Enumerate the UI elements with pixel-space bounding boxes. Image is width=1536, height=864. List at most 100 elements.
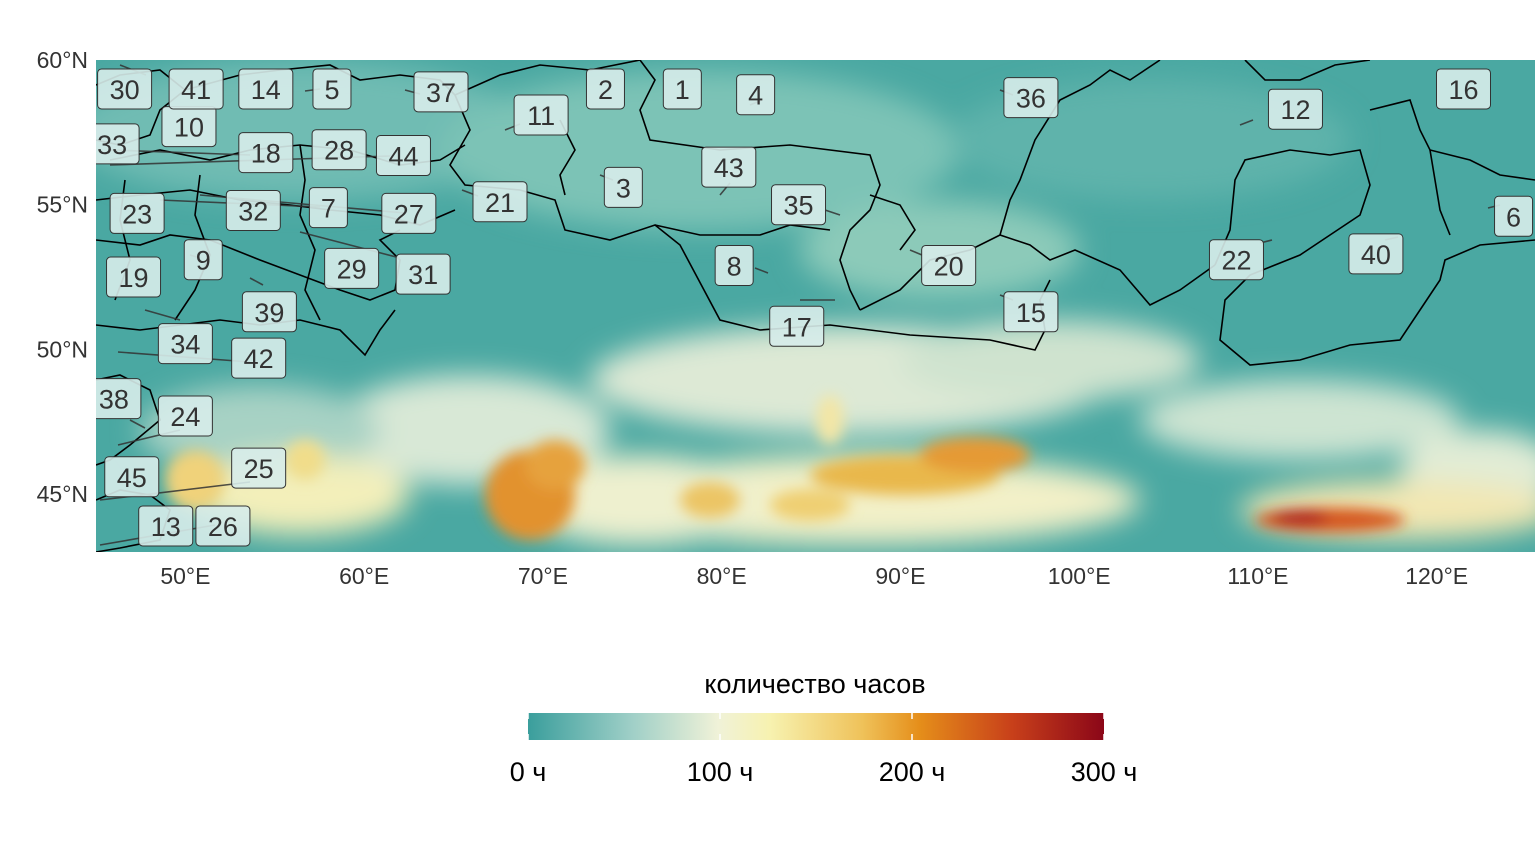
region-label-box (238, 68, 294, 110)
region-label-text: 20 (934, 251, 964, 281)
region-label-text: 21 (485, 188, 515, 218)
region-label-22: 22 (1208, 239, 1264, 281)
region-label-text: 9 (196, 246, 211, 276)
region-label-text: 2 (598, 75, 613, 105)
region-label-box (769, 305, 825, 347)
region-label-box (231, 337, 287, 379)
lat-tick-label: 50°N (37, 336, 88, 362)
region-label-box (312, 68, 352, 110)
region-label-text: 15 (1016, 298, 1046, 328)
lon-tick-label: 120°E (1405, 563, 1468, 589)
region-label-box (106, 256, 162, 298)
region-label-box (921, 244, 977, 286)
region-label-45: 45 (104, 456, 160, 498)
region-label-text: 37 (426, 78, 456, 108)
legend-tick-label: 0 ч (510, 757, 547, 787)
legend-tick-label: 200 ч (879, 757, 946, 787)
lon-tick-label: 110°E (1227, 563, 1288, 589)
region-label-34: 34 (157, 323, 213, 365)
region-label-14: 14 (238, 68, 294, 110)
region-label-text: 12 (1280, 95, 1310, 125)
region-label-text: 6 (1506, 202, 1521, 232)
region-label-44: 44 (375, 135, 431, 177)
region-label-text: 38 (99, 385, 129, 415)
region-label-text: 31 (408, 260, 438, 290)
region-label-12: 12 (1267, 88, 1323, 130)
region-label-5: 5 (312, 68, 352, 110)
legend-colorbar (528, 713, 1104, 740)
region-label-23: 23 (109, 192, 165, 234)
lon-tick-label: 80°E (697, 563, 747, 589)
region-label-20: 20 (921, 244, 977, 286)
region-label-36: 36 (1003, 77, 1059, 119)
region-label-box (472, 181, 528, 223)
region-label-box (771, 184, 827, 226)
region-label-17: 17 (769, 305, 825, 347)
region-label-4: 4 (736, 74, 776, 116)
region-label-box (1494, 195, 1534, 237)
region-label-text: 1 (675, 75, 690, 105)
region-label-box (308, 187, 348, 229)
legend: количество часов 0 ч 100 ч 200 ч 300 ч (510, 669, 1138, 787)
region-label-box (585, 68, 625, 110)
lat-tick-label: 60°N (37, 47, 88, 73)
region-label-10: 10 (161, 106, 217, 148)
region-label-39: 39 (241, 291, 297, 333)
region-label-38: 38 (96, 378, 142, 420)
region-label-24: 24 (157, 395, 213, 437)
region-label-text: 25 (244, 454, 274, 484)
region-label-text: 24 (170, 402, 200, 432)
lon-tick-label: 50°E (160, 563, 210, 589)
region-label-text: 28 (324, 136, 354, 166)
region-label-31: 31 (395, 253, 451, 295)
region-label-text: 22 (1221, 246, 1251, 276)
region-label-16: 16 (1435, 68, 1491, 110)
lon-tick-label: 70°E (518, 563, 568, 589)
region-label-box (311, 129, 367, 171)
region-label-text: 35 (783, 191, 813, 221)
region-label-text: 23 (122, 199, 152, 229)
lat-tick-label: 55°N (37, 192, 88, 218)
region-label-18: 18 (238, 132, 294, 174)
region-label-text: 42 (244, 344, 274, 374)
region-label-25: 25 (231, 447, 287, 489)
legend-tick-label: 300 ч (1071, 757, 1138, 787)
region-label-box (381, 192, 437, 234)
lon-tick-label: 60°E (339, 563, 389, 589)
region-label-box (104, 456, 160, 498)
region-label-box (1208, 239, 1264, 281)
region-label-text: 3 (616, 173, 631, 203)
region-label-box (413, 71, 469, 113)
region-label-box (138, 505, 194, 547)
region-label-box (395, 253, 451, 295)
region-label-text: 16 (1448, 75, 1478, 105)
region-label-33: 33 (96, 123, 140, 165)
region-label-8: 8 (714, 244, 754, 286)
region-label-box (225, 189, 281, 231)
region-label-box (603, 166, 643, 208)
region-label-40: 40 (1348, 233, 1404, 275)
region-label-text: 32 (238, 196, 268, 226)
region-label-box (375, 135, 431, 177)
region-label-30: 30 (97, 68, 153, 110)
region-label-37: 37 (413, 71, 469, 113)
region-label-11: 11 (513, 94, 569, 136)
longitude-tick-labels: 50°E 60°E 70°E 80°E 90°E 100°E 110°E 120°E (160, 563, 1468, 589)
region-label-text: 45 (117, 463, 147, 493)
region-label-text: 44 (388, 142, 418, 172)
region-label-box (97, 68, 153, 110)
region-label-box (701, 146, 757, 188)
region-label-box (96, 123, 140, 165)
region-label-text: 13 (151, 512, 181, 542)
region-label-text: 27 (394, 199, 424, 229)
region-label-box (157, 395, 213, 437)
region-label-2: 2 (585, 68, 625, 110)
region-label-box (241, 291, 297, 333)
region-label-text: 40 (1361, 240, 1391, 270)
lat-tick-label: 45°N (37, 481, 88, 507)
region-label-text: 10 (174, 113, 204, 143)
region-label-box (183, 239, 223, 281)
